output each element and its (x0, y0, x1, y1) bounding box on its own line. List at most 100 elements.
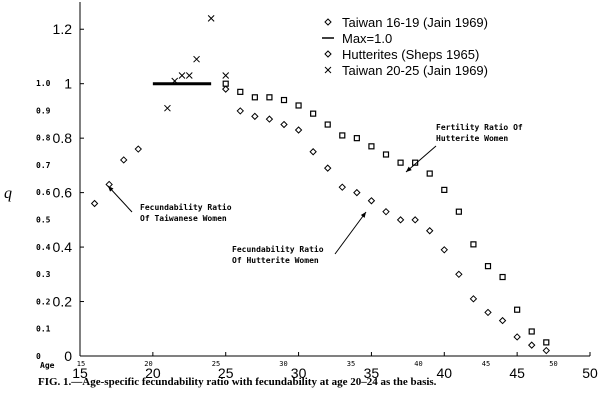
square-point (528, 328, 535, 335)
square-point (251, 94, 258, 101)
square-point (222, 80, 229, 87)
figure-caption: FIG. 1.—Age-specific fecundability ratio… (38, 376, 437, 388)
data-marks (90, 14, 550, 355)
x-tick-label: 15 (72, 365, 88, 381)
scan-x-tick-label: 30 (279, 360, 287, 368)
scan-x-tick-label: 40 (414, 360, 422, 368)
square-point (368, 143, 375, 150)
square-point (295, 102, 302, 109)
annotation-text: Of Hutterite Women (232, 255, 319, 265)
diamond-point (309, 148, 317, 156)
cross-stroke (185, 72, 193, 79)
diamond-point (294, 126, 303, 134)
scan-x-tick-label: 45 (482, 360, 490, 368)
diamond-point (134, 145, 142, 153)
scan-y-tick-label: 0.1 (36, 325, 51, 334)
y-tick-label: 0.4 (53, 239, 73, 255)
legend: Taiwan 16-19 (Jain 1969)Max=1.0Hutterite… (322, 15, 488, 78)
cross-stroke (193, 55, 200, 63)
y-tick-label: 0.8 (53, 130, 73, 146)
y-tick-label: 0.2 (53, 294, 73, 310)
diamond-point (353, 188, 361, 197)
y-tick-label: 0.6 (53, 185, 73, 201)
y-tick-label: 0 (64, 348, 72, 364)
diamond-point (484, 308, 492, 317)
cross-stroke (207, 14, 215, 22)
series-3 (164, 14, 230, 112)
scan-y-tick-label: 0 (36, 352, 41, 361)
square-point (426, 170, 433, 177)
annotation-text: Of Taiwanese Women (140, 213, 227, 223)
square-point (310, 110, 317, 117)
y-axis-label: q (4, 185, 12, 202)
diamond-point (411, 216, 419, 224)
diamond-point (396, 216, 405, 224)
legend-diamond-icon (324, 50, 332, 58)
cross-point (207, 14, 215, 22)
square-point (280, 96, 288, 104)
diamond-point (236, 107, 244, 115)
square-point (441, 186, 448, 193)
x-ticks: 15 20 25 30 35 40 45 50 (72, 352, 598, 381)
cross-stroke (171, 77, 179, 85)
scanned-axis: 1.0 0.9 0.8 0.7 0.6 0.5 0.4 0.3 0.2 0.1 0 15 20 25 30 3… (36, 79, 558, 370)
square-point (514, 306, 521, 313)
diamond-point (338, 183, 346, 191)
scan-x-tick-label: 20 (144, 360, 152, 368)
annotation-text: Fecundability Ratio (140, 202, 232, 212)
square-point (237, 88, 244, 95)
annotation-text: Fertility Ratio Of (436, 122, 523, 132)
scan-x-tick-label: 50 (549, 360, 557, 368)
square-point (484, 263, 492, 270)
square-point (324, 121, 331, 128)
diamond-point (528, 341, 536, 349)
diamond-point (382, 207, 390, 216)
scan-y-tick-label: 1.0 (36, 79, 51, 88)
square-point (499, 273, 506, 281)
y-ticks: 0 0.2 0.4 0.6 0.8 1 1.2 (53, 21, 84, 364)
diamond-point (498, 316, 507, 325)
cross-point (185, 72, 193, 79)
x-tick-label: 25 (218, 365, 234, 381)
arrow-head (360, 212, 366, 218)
cross-point (193, 55, 200, 63)
square-point (470, 241, 477, 248)
diamond-point (222, 85, 230, 93)
annotation-arrow (334, 211, 367, 255)
legend-label: Max=1.0 (342, 31, 392, 46)
square-point (353, 135, 360, 142)
x-tick-label: 40 (436, 365, 452, 381)
x-tick-label: 50 (582, 365, 598, 381)
diamond-point (542, 346, 550, 355)
diamond-point (90, 199, 99, 208)
diamond-point (426, 227, 434, 235)
x-tick-label: 35 (364, 365, 380, 381)
legend-label: Taiwan 20-25 (Jain 1969) (342, 63, 488, 78)
cross-stroke (222, 72, 230, 79)
square-point (397, 159, 404, 166)
arrow-head (108, 186, 114, 192)
diamond-point (513, 333, 521, 341)
square-point (455, 208, 462, 215)
diamond-point (265, 115, 274, 123)
legend-label: Taiwan 16-19 (Jain 1969) (342, 15, 488, 30)
cross-point (222, 72, 230, 79)
scan-x-tick-label: 35 (347, 360, 355, 368)
legend-entry-1: Max=1.0 (322, 31, 392, 46)
diamond-point (440, 246, 448, 254)
cross-point (164, 104, 171, 112)
annotation-text: Fecundability Ratio (232, 244, 324, 254)
series-0 (90, 145, 142, 208)
scan-y-tick-label: 0.4 (36, 243, 51, 252)
scan-y-tick-label: 0.3 (36, 270, 51, 279)
arrow-head (406, 166, 412, 172)
legend-cross-icon (324, 66, 332, 74)
annotation-arrow (405, 145, 437, 173)
scan-y-tick-label: 0.8 (36, 134, 51, 143)
scan-y-tick-label: 0.5 (36, 216, 51, 225)
cross-point (178, 72, 186, 79)
